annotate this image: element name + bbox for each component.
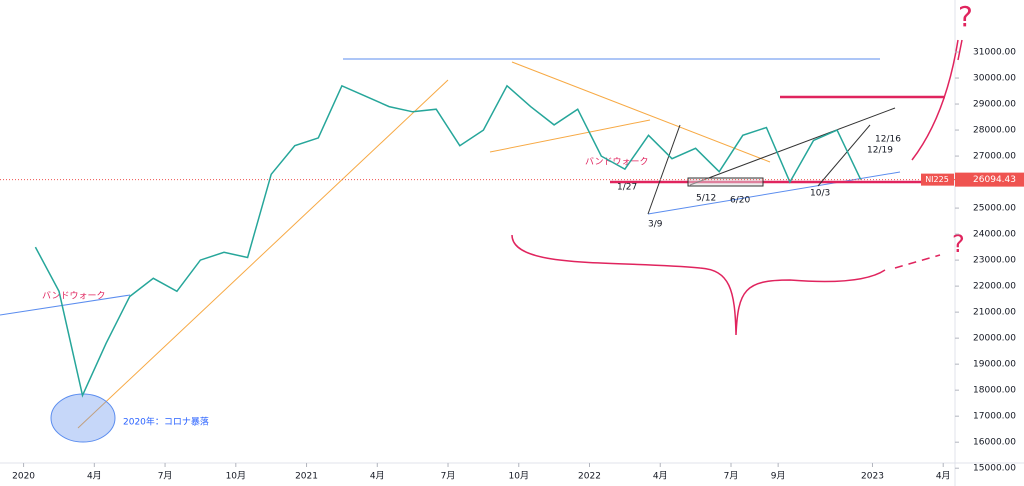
x-tick-label: 7月: [441, 471, 456, 482]
x-tick-label: 2023: [861, 472, 884, 482]
y-tick-label: 28000.00: [973, 126, 1016, 136]
circle: [50, 393, 116, 443]
annotation: バンドウォーク: [42, 291, 105, 302]
x-tick-label: 7月: [158, 471, 173, 482]
x-tick-label: 2021: [295, 472, 318, 482]
last-price-label: 26094.43: [973, 175, 1016, 185]
annotation: 3/9: [648, 220, 663, 230]
handwriting: [894, 254, 941, 269]
annotation: 6/20: [730, 196, 750, 206]
trend-line: [511, 61, 771, 163]
price-line: [34, 84, 862, 398]
x-tick-label: 2022: [578, 472, 601, 482]
annotation: 2020年：コロナ暴落: [123, 416, 209, 428]
symbol-box: [921, 173, 954, 186]
y-tick-label: 29000.00: [973, 100, 1016, 110]
y-tick-label: 21000.00: [973, 308, 1016, 318]
last-price-box: [955, 172, 1024, 187]
arrow: [689, 107, 896, 186]
y-tick-label: 24000.00: [973, 230, 1016, 240]
y-tick-label: 25000.00: [973, 204, 1016, 214]
trend-line: [489, 119, 651, 153]
annotation: 10/3: [810, 189, 830, 199]
x-tick-label: 4月: [87, 471, 102, 482]
y-tick-label: 31000.00: [973, 48, 1016, 58]
annotation: ?: [958, 0, 973, 33]
box: [687, 177, 764, 187]
y-tick-label: 30000.00: [973, 74, 1016, 84]
x-tick-label: 4月: [653, 471, 668, 482]
handwriting: [911, 39, 963, 161]
y-tick-label: 16000.00: [973, 438, 1016, 448]
trend-line: [77, 79, 449, 429]
trend-line: [647, 171, 901, 215]
annotation: バンドウォーク: [585, 157, 648, 168]
y-tick-label: 17000.00: [973, 412, 1016, 422]
annotation: 12/16: [875, 135, 901, 145]
arrow: [647, 124, 681, 215]
trend-line: [0, 294, 131, 316]
symbol-label: NI225: [925, 175, 949, 184]
y-tick-label: 22000.00: [973, 282, 1016, 292]
annotation: ?: [952, 230, 965, 258]
x-tick-label: 10月: [509, 471, 529, 482]
x-tick-label: 4月: [936, 471, 951, 482]
annotation: 5/12: [696, 194, 716, 204]
arrow: [817, 124, 871, 187]
y-tick-label: 19000.00: [973, 360, 1016, 370]
y-tick-label: 20000.00: [973, 334, 1016, 344]
annotation: 1/27: [617, 183, 637, 193]
annotation: 12/19: [867, 146, 893, 156]
x-tick-label: 2020: [12, 472, 35, 482]
y-tick-label: 23000.00: [973, 256, 1016, 266]
x-tick-label: 7月: [724, 471, 739, 482]
x-tick-label: 9月: [771, 471, 786, 482]
y-tick-label: 27000.00: [973, 152, 1016, 162]
annotations: バンドウォーク 2020年：コロナ暴落 バンドウォーク 1/27 3/9 5/1…: [42, 0, 973, 428]
x-tick-label: 4月: [370, 471, 385, 482]
handwriting: [511, 234, 886, 336]
y-tick-label: 15000.00: [973, 464, 1016, 474]
x-tick-label: 10月: [226, 471, 246, 482]
y-tick-label: 18000.00: [973, 386, 1016, 396]
drawings: [0, 39, 963, 443]
